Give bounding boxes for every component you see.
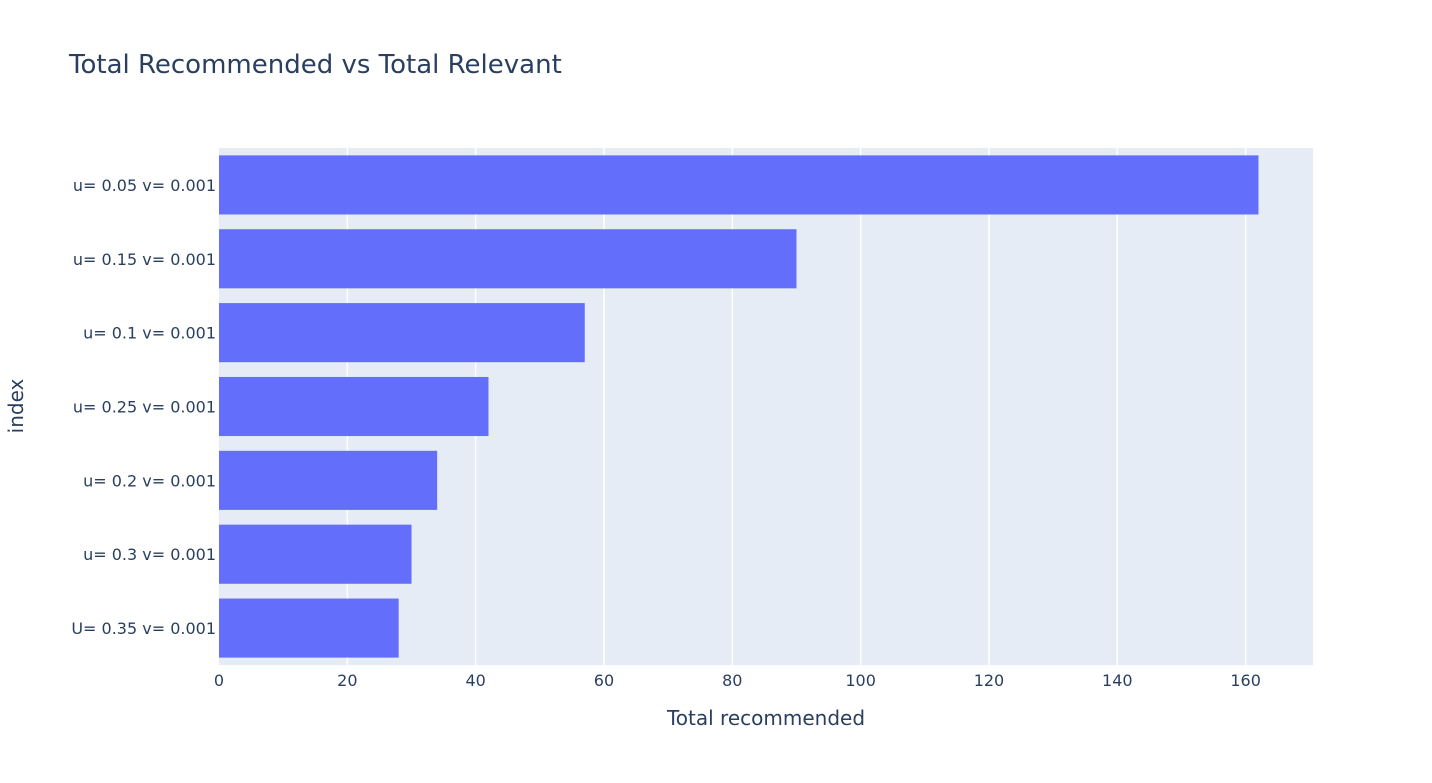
x-tick-label: 20 bbox=[337, 671, 357, 690]
bar bbox=[219, 450, 438, 510]
bar bbox=[219, 303, 585, 363]
bar bbox=[219, 524, 412, 584]
x-tick-label: 80 bbox=[722, 671, 742, 690]
bar bbox=[219, 598, 399, 658]
bar bbox=[219, 229, 797, 289]
bar bbox=[219, 155, 1259, 215]
y-tick-label: U= 0.35 v= 0.001 bbox=[71, 619, 216, 638]
x-axis-title: Total recommended bbox=[666, 706, 865, 730]
y-tick-label: u= 0.1 v= 0.001 bbox=[83, 324, 216, 343]
x-tick-label: 60 bbox=[594, 671, 614, 690]
y-tick-label: u= 0.15 v= 0.001 bbox=[73, 250, 216, 269]
bars bbox=[219, 155, 1259, 658]
y-tick-label: u= 0.3 v= 0.001 bbox=[83, 545, 216, 564]
y-tick-labels: u= 0.05 v= 0.001 u= 0.15 v= 0.001 u= 0.1 v… bbox=[71, 176, 216, 638]
bar bbox=[219, 376, 489, 437]
y-tick-label: u= 0.05 v= 0.001 bbox=[73, 176, 216, 195]
y-tick-label: u= 0.2 v= 0.001 bbox=[83, 471, 216, 490]
x-tick-label: 120 bbox=[974, 671, 1005, 690]
chart-title: Total Recommended vs Total Relevant bbox=[68, 50, 562, 80]
x-tick-labels: 0 20 40 60 80 100 120 140 160 bbox=[214, 671, 1261, 690]
x-tick-label: 100 bbox=[845, 671, 876, 690]
x-tick-label: 40 bbox=[465, 671, 485, 690]
x-tick-label: 0 bbox=[214, 671, 224, 690]
y-tick-label: u= 0.25 v= 0.001 bbox=[73, 398, 216, 417]
x-tick-label: 160 bbox=[1230, 671, 1261, 690]
y-axis-title: index bbox=[4, 378, 28, 433]
x-tick-label: 140 bbox=[1102, 671, 1133, 690]
